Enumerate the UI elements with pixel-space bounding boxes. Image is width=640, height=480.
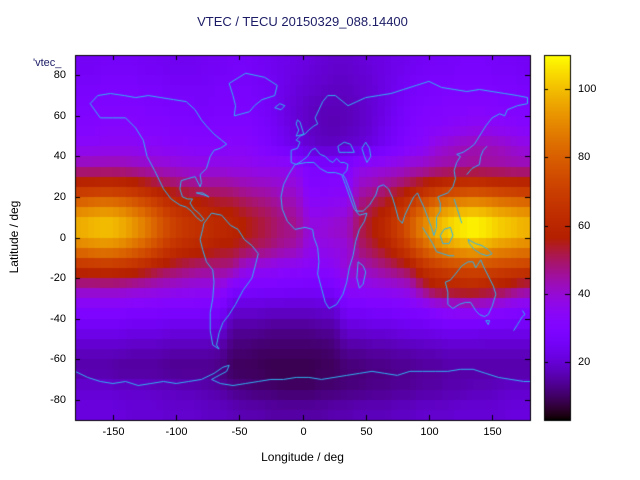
cbtick-label: 40 <box>578 287 591 300</box>
ytick-label: 60 <box>53 109 66 122</box>
cbtick-label: 100 <box>578 82 597 95</box>
ytick-label: -80 <box>50 393 66 406</box>
cbtick-label: 80 <box>578 150 591 163</box>
xtick-label: 0 <box>300 426 307 438</box>
xtick-label: -100 <box>165 426 188 438</box>
ytick-label: -40 <box>50 312 66 325</box>
ytick-label: 40 <box>53 149 66 162</box>
ytick-label: 80 <box>53 68 66 81</box>
cbtick-label: 20 <box>578 355 591 368</box>
ytick-label: 0 <box>59 231 66 244</box>
xtick-label: -50 <box>231 426 248 438</box>
ytick-label: -60 <box>50 352 66 365</box>
xtick-label: 150 <box>483 426 502 438</box>
ytick-label: 20 <box>53 190 66 203</box>
xtick-label: 50 <box>360 426 373 438</box>
chart-title: VTEC / TECU 20150329_088.14400 <box>197 14 408 29</box>
xtick-label: -150 <box>102 426 125 438</box>
legend-key-label: 'vtec_ <box>33 57 62 69</box>
x-axis-title: Longitude / deg <box>261 450 344 464</box>
cbtick-label: 60 <box>578 219 591 232</box>
xtick-label: 100 <box>420 426 439 438</box>
ytick-label: -20 <box>50 271 66 284</box>
